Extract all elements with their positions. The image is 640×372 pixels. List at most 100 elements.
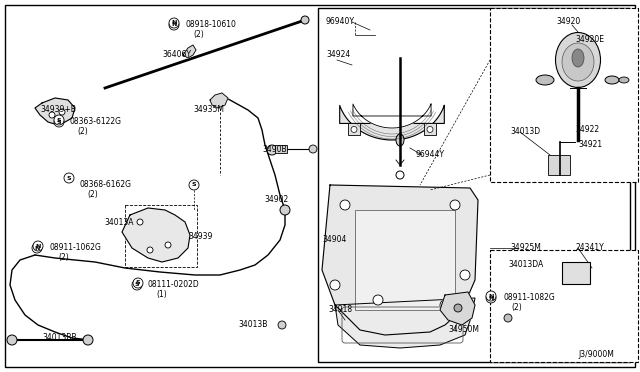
- Text: 34013A: 34013A: [104, 218, 134, 227]
- Text: 3490B: 3490B: [262, 145, 287, 154]
- Text: 96944Y: 96944Y: [415, 150, 444, 159]
- Circle shape: [54, 115, 64, 125]
- Circle shape: [450, 200, 460, 210]
- Text: S: S: [67, 176, 71, 180]
- Circle shape: [137, 219, 143, 225]
- Text: S: S: [57, 119, 61, 125]
- Circle shape: [189, 180, 199, 190]
- Bar: [275, 145, 287, 153]
- Polygon shape: [440, 292, 475, 325]
- Text: 34922: 34922: [575, 125, 599, 134]
- Text: 24341Y: 24341Y: [575, 243, 604, 252]
- Text: 34013D: 34013D: [510, 127, 540, 136]
- Ellipse shape: [572, 49, 584, 67]
- Text: J3/9000M: J3/9000M: [578, 350, 614, 359]
- Text: 36406Y: 36406Y: [162, 50, 191, 59]
- Circle shape: [33, 241, 43, 251]
- Text: 34950M: 34950M: [448, 325, 479, 334]
- Circle shape: [165, 242, 171, 248]
- Polygon shape: [122, 208, 190, 262]
- Text: 34924: 34924: [326, 50, 350, 59]
- Ellipse shape: [562, 43, 594, 81]
- Circle shape: [330, 280, 340, 290]
- Text: 96940Y: 96940Y: [325, 17, 354, 26]
- Text: 34939+B: 34939+B: [40, 105, 76, 114]
- Circle shape: [133, 278, 143, 288]
- Text: 08911-1082G: 08911-1082G: [503, 293, 555, 302]
- Text: (2): (2): [58, 253, 68, 262]
- Bar: [490, 250, 638, 362]
- Polygon shape: [210, 93, 228, 108]
- Circle shape: [267, 145, 277, 155]
- Circle shape: [340, 200, 350, 210]
- Text: 08918-10610: 08918-10610: [185, 20, 236, 29]
- Text: (1): (1): [156, 290, 167, 299]
- Text: 34013DA: 34013DA: [508, 260, 543, 269]
- Ellipse shape: [619, 77, 629, 83]
- Text: S: S: [57, 118, 61, 122]
- Text: (2): (2): [77, 127, 88, 136]
- Text: N: N: [172, 20, 177, 26]
- Circle shape: [440, 300, 450, 310]
- Circle shape: [351, 126, 357, 132]
- Polygon shape: [322, 185, 478, 335]
- Circle shape: [83, 335, 93, 345]
- Circle shape: [147, 247, 153, 253]
- Polygon shape: [35, 98, 75, 125]
- Circle shape: [486, 293, 496, 303]
- Text: 34920: 34920: [556, 17, 580, 26]
- Circle shape: [427, 126, 433, 132]
- Circle shape: [280, 205, 290, 215]
- Text: 34935M: 34935M: [193, 105, 224, 114]
- Text: N: N: [488, 295, 493, 301]
- Text: 34904: 34904: [322, 235, 346, 244]
- Text: N: N: [35, 246, 40, 250]
- Text: S: S: [134, 282, 140, 288]
- Circle shape: [169, 18, 179, 28]
- Ellipse shape: [536, 75, 554, 85]
- Text: 34902: 34902: [264, 195, 288, 204]
- Circle shape: [460, 270, 470, 280]
- Circle shape: [486, 291, 496, 301]
- Text: 34920E: 34920E: [575, 35, 604, 44]
- Polygon shape: [183, 45, 196, 58]
- Circle shape: [169, 20, 179, 30]
- Bar: [348, 124, 360, 135]
- Ellipse shape: [396, 134, 404, 146]
- Circle shape: [49, 112, 55, 118]
- Circle shape: [7, 335, 17, 345]
- Ellipse shape: [556, 32, 600, 87]
- Bar: [355, 210, 455, 310]
- Circle shape: [373, 295, 383, 305]
- Circle shape: [301, 16, 309, 24]
- Text: 08111-0202D: 08111-0202D: [148, 280, 200, 289]
- Text: (2): (2): [193, 30, 204, 39]
- Text: 34939: 34939: [188, 232, 212, 241]
- Circle shape: [59, 109, 65, 115]
- Bar: [548, 155, 570, 175]
- Polygon shape: [340, 105, 444, 140]
- Text: (2): (2): [511, 303, 522, 312]
- Bar: [125, 205, 197, 267]
- Text: S: S: [136, 280, 140, 285]
- Circle shape: [396, 171, 404, 179]
- Circle shape: [132, 280, 142, 290]
- Text: 34013B: 34013B: [238, 320, 268, 329]
- Text: N: N: [35, 244, 41, 248]
- Text: N: N: [172, 22, 177, 28]
- Bar: [424, 124, 436, 135]
- Polygon shape: [353, 104, 431, 128]
- Bar: [318, 8, 630, 362]
- Circle shape: [64, 173, 74, 183]
- Circle shape: [54, 117, 64, 127]
- Text: 08368-6162G: 08368-6162G: [79, 180, 131, 189]
- Text: 34013BB: 34013BB: [42, 333, 77, 342]
- Bar: [562, 262, 590, 284]
- Text: (2): (2): [87, 190, 98, 199]
- Circle shape: [32, 243, 42, 253]
- Text: 08363-6122G: 08363-6122G: [69, 117, 121, 126]
- Text: N: N: [488, 294, 493, 298]
- Polygon shape: [335, 298, 475, 348]
- Text: 34925M: 34925M: [510, 243, 541, 252]
- Ellipse shape: [605, 76, 619, 84]
